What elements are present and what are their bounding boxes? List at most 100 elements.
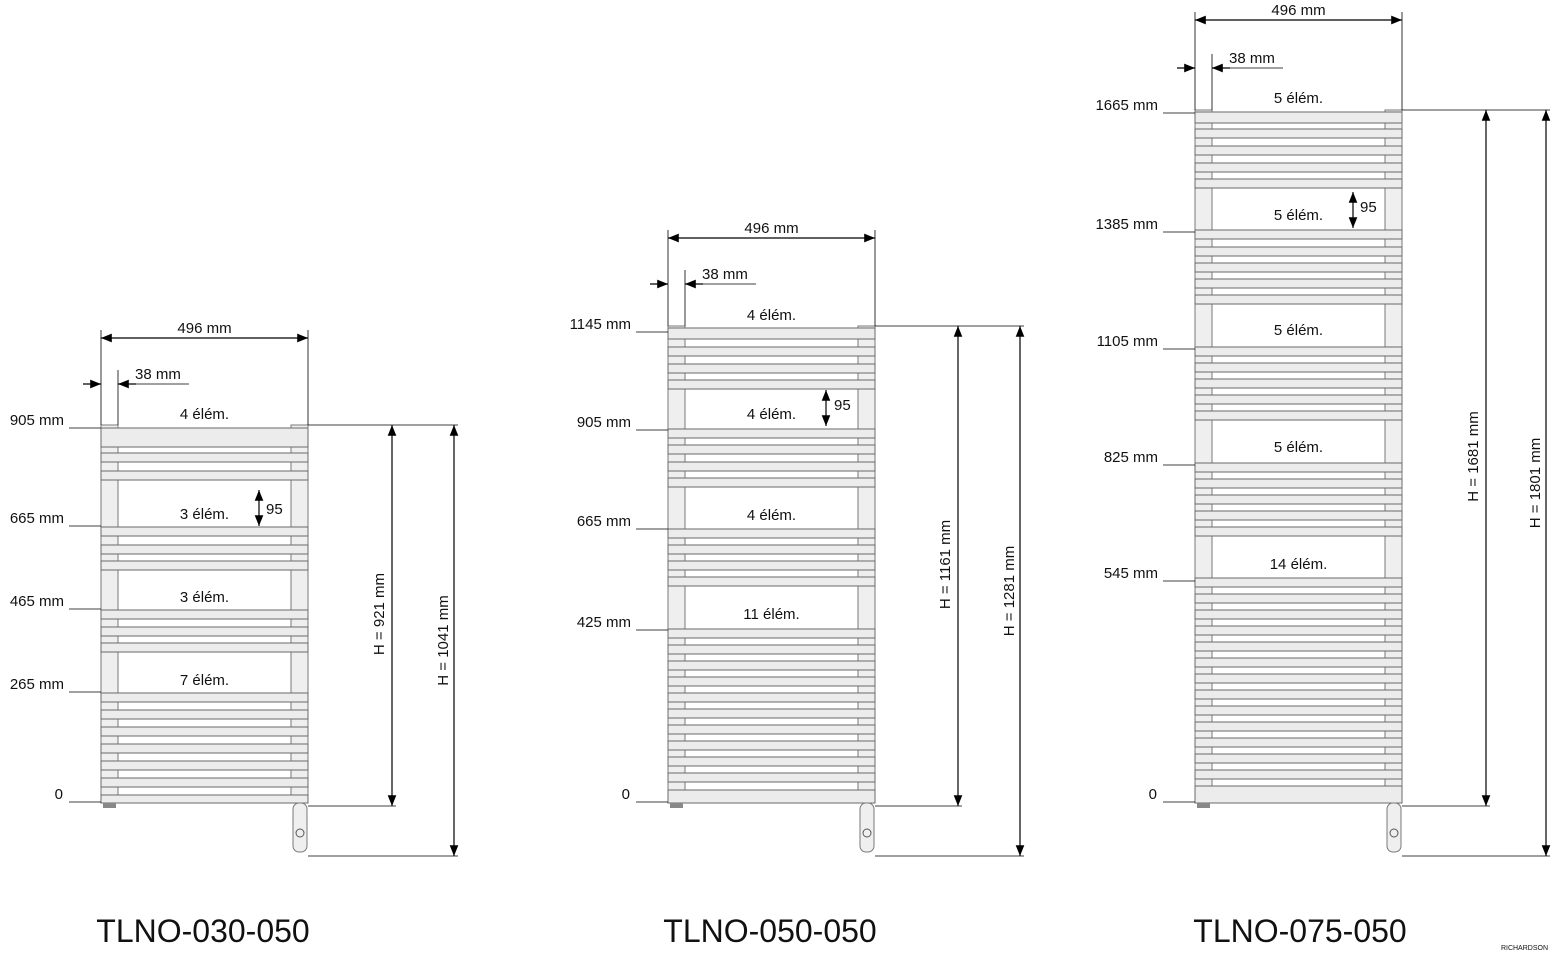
towel-bar — [667, 444, 876, 455]
towel-bar — [1194, 246, 1403, 257]
towel-bar — [1194, 229, 1403, 240]
towel-bar — [1194, 510, 1403, 521]
section-label: 4 élém. — [747, 507, 796, 524]
towel-bar — [100, 452, 309, 463]
towel-bar — [1194, 462, 1403, 473]
towel-bar — [1194, 294, 1403, 305]
towel-bar — [100, 743, 309, 754]
towel-bar — [100, 692, 309, 703]
towel-bar — [100, 726, 309, 737]
towel-bar — [1194, 721, 1403, 732]
towel-bar — [100, 760, 309, 771]
towel-bar — [667, 660, 876, 671]
tube-label: 38 mm — [1229, 50, 1275, 67]
towel-bar — [667, 428, 876, 439]
towel-bar — [100, 470, 309, 481]
towel-bar — [1194, 128, 1403, 139]
section-label: 14 élém. — [1270, 556, 1328, 573]
level-label: 905 mm — [10, 412, 64, 429]
section-label: 4 élém. — [747, 307, 796, 324]
heating-element — [292, 802, 308, 853]
spacing-label: 95 — [266, 501, 283, 518]
towel-bar — [1194, 753, 1403, 764]
towel-bar — [667, 628, 876, 639]
heating-element-knob — [295, 828, 305, 838]
bottom-plug — [1197, 803, 1210, 808]
towel-bar — [667, 676, 876, 687]
section-label: 4 élém. — [180, 406, 229, 423]
section-label: 11 élém. — [743, 606, 799, 623]
towel-bar — [1194, 410, 1403, 421]
level-label: 825 mm — [1104, 449, 1158, 466]
level-label: 665 mm — [10, 510, 64, 527]
width-label: 496 mm — [744, 220, 798, 237]
towel-bar — [1194, 593, 1403, 604]
towel-bar — [1194, 494, 1403, 505]
towel-bar — [667, 576, 876, 587]
bottom-plug — [670, 803, 683, 808]
section-label: 7 élém. — [180, 672, 229, 689]
towel-bar — [667, 692, 876, 703]
towel-bar — [100, 609, 309, 620]
towel-bar — [667, 789, 876, 804]
height-label: H = 921 mm — [371, 573, 388, 655]
section-label: 3 élém. — [180, 506, 229, 523]
width-label: 496 mm — [177, 320, 231, 337]
towel-bar — [100, 709, 309, 720]
level-label: 465 mm — [10, 593, 64, 610]
towel-bar — [1194, 111, 1403, 124]
width-label: 496 mm — [1271, 2, 1325, 19]
level-label: 0 — [1149, 786, 1157, 803]
towel-bar — [1194, 278, 1403, 289]
section-label: 5 élém. — [1274, 207, 1323, 224]
section-label: 4 élém. — [747, 406, 796, 423]
towel-bar — [1194, 362, 1403, 373]
towel-bar — [1194, 785, 1403, 804]
towel-bar — [100, 526, 309, 537]
towel-bar — [100, 626, 309, 637]
height-label: H = 1161 mm — [937, 520, 954, 609]
height-label: H = 1681 mm — [1465, 411, 1482, 501]
towel-bar — [1194, 641, 1403, 652]
section-label: 5 élém. — [1274, 439, 1323, 456]
towel-bar — [667, 772, 876, 783]
level-label: 905 mm — [577, 414, 631, 431]
level-label: 1105 mm — [1097, 333, 1158, 350]
towel-bar — [1194, 526, 1403, 537]
towel-bar — [1194, 178, 1403, 189]
level-label: 545 mm — [1104, 565, 1158, 582]
heating-element-knob — [862, 828, 872, 838]
towel-bar — [667, 724, 876, 735]
heating-element — [859, 802, 875, 853]
heating-element-knob — [1389, 828, 1399, 838]
towel-bar — [1194, 262, 1403, 273]
towel-bar — [667, 756, 876, 767]
towel-bar — [667, 346, 876, 357]
towel-bar — [1194, 673, 1403, 684]
model-name: TLNO-050-050 — [663, 913, 876, 949]
tube-label: 38 mm — [702, 266, 748, 283]
level-label: 425 mm — [577, 614, 631, 631]
total-height-label: H = 1041 mm — [435, 595, 452, 685]
model-name: TLNO-030-050 — [96, 913, 309, 949]
towel-bar — [100, 794, 309, 804]
towel-bar — [667, 644, 876, 655]
section-label: 5 élém. — [1274, 322, 1323, 339]
towel-bar — [667, 544, 876, 555]
towel-bar — [667, 477, 876, 488]
towel-bar — [1194, 162, 1403, 173]
section-label: 5 élém. — [1274, 90, 1323, 107]
towel-bar — [1194, 609, 1403, 620]
towel-bar — [1194, 689, 1403, 700]
level-label: 1385 mm — [1095, 216, 1158, 233]
towel-bar — [100, 777, 309, 788]
spacing-label: 95 — [834, 397, 851, 414]
level-label: 1665 mm — [1095, 97, 1158, 114]
towel-bar — [667, 560, 876, 571]
level-label: 0 — [622, 786, 630, 803]
towel-bar — [1194, 577, 1403, 588]
towel-bar — [1194, 145, 1403, 156]
total-height-label: H = 1801 mm — [1527, 438, 1544, 528]
towel-bar — [1194, 394, 1403, 405]
towel-bar — [1194, 625, 1403, 636]
